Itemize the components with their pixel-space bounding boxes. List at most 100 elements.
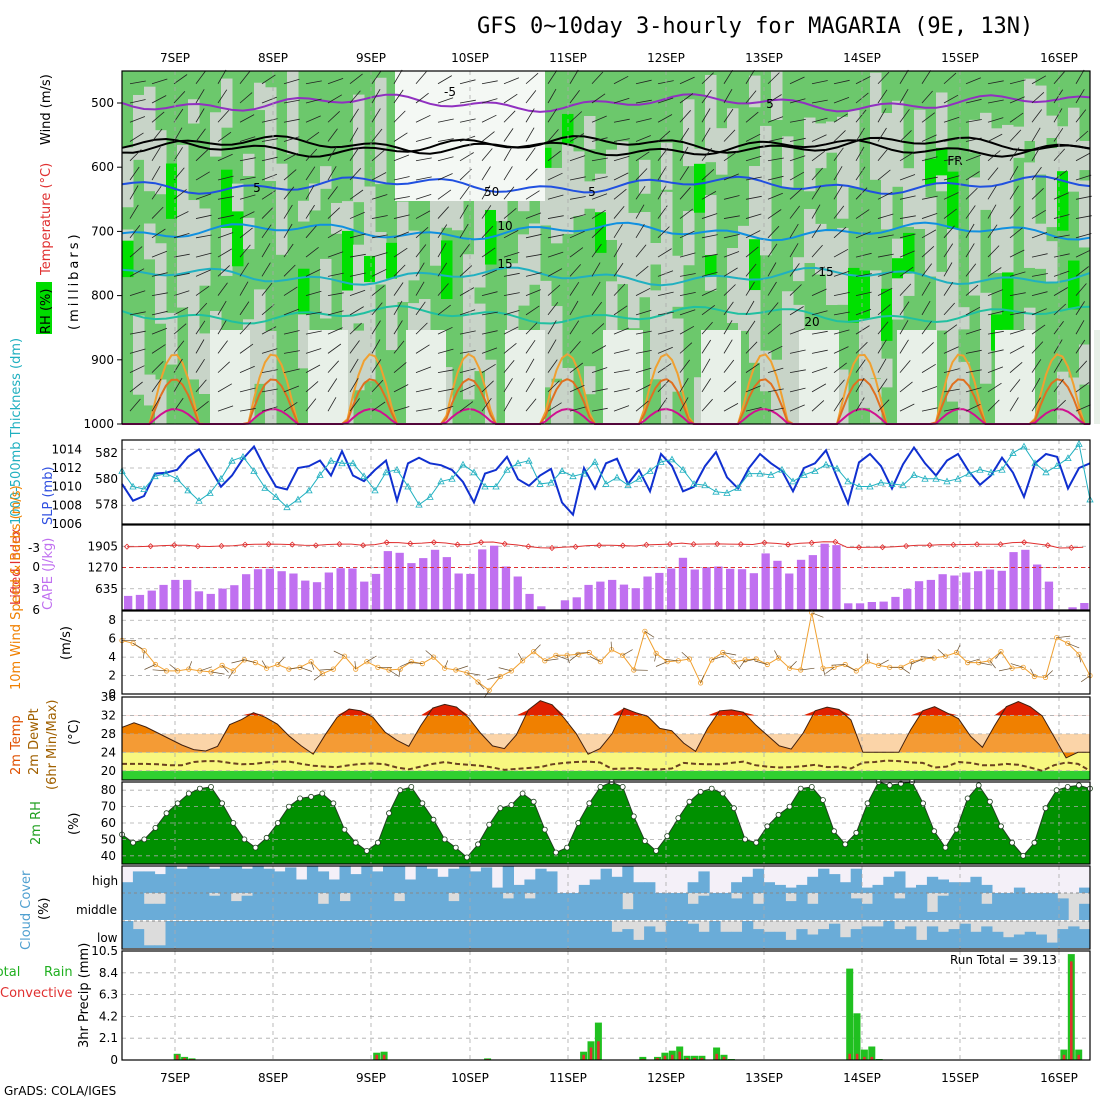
wind-barb (261, 348, 278, 354)
wind-barb (591, 345, 607, 354)
cloud-cell (122, 921, 134, 948)
wind-barb (855, 359, 866, 373)
wind-barb (437, 304, 451, 316)
wind-barb (987, 150, 1001, 162)
wind-speed-point (1076, 651, 1082, 657)
rh-dry-cell (485, 359, 497, 424)
cape-bar (525, 593, 534, 610)
wind-barb (1009, 227, 1023, 239)
wind-barb (987, 245, 1000, 258)
precip-tick-label: 4.2 (99, 1009, 118, 1023)
rh-point (619, 784, 626, 790)
wind-barb (544, 658, 559, 662)
cape-bar (194, 591, 204, 610)
wind-speed-point (764, 661, 770, 668)
wind-speed-point (130, 640, 136, 646)
wind-barb (877, 213, 894, 219)
cloud-cell (611, 931, 623, 948)
wind-speed-point (442, 665, 448, 671)
wind-barb (635, 330, 652, 335)
thickness-point (723, 489, 731, 496)
wind-barb (613, 155, 630, 162)
cloud-cell (491, 893, 504, 920)
wind-speed-point (1009, 665, 1015, 671)
wind-speed-point (942, 653, 949, 659)
wind-barb (767, 225, 780, 239)
wind-barb (987, 80, 1004, 85)
wind-barb (503, 186, 515, 200)
wind-barb (129, 204, 139, 219)
wind-barb (855, 291, 872, 296)
wind-barb (261, 304, 275, 316)
thickness-point (899, 481, 907, 489)
rh-dry-cell (1046, 241, 1058, 283)
wind-barb (129, 80, 146, 85)
cloud-cell (752, 929, 765, 948)
wind-speed-point (709, 657, 715, 663)
cloud-cell (926, 876, 939, 893)
wind-barb (987, 185, 997, 200)
wind-barb (833, 362, 847, 373)
thickness-point (613, 473, 621, 481)
wind-barb (239, 408, 256, 412)
isotherm-line (121, 93, 1091, 113)
rh-point (975, 782, 982, 789)
cloud-cell (796, 893, 808, 920)
lifted-index-point (336, 540, 343, 548)
wind-barb (459, 79, 476, 85)
wind-barb (305, 225, 317, 239)
cloud-cell (437, 893, 449, 920)
cloud-panel (121, 865, 1091, 950)
wind-speed-point (575, 651, 581, 657)
rh-dry-cell (1035, 225, 1047, 267)
rh-point (553, 849, 559, 856)
wind-barb (151, 146, 161, 161)
wind-barb (415, 210, 431, 219)
temp-hot-area (122, 700, 1090, 716)
precip-total-bar (846, 968, 854, 1060)
wind-speed-point (875, 662, 882, 669)
wind-barb (151, 78, 168, 85)
cloud-cell (209, 868, 221, 893)
cloud-cell (1035, 893, 1047, 920)
wind-barb (911, 658, 924, 665)
cape-bar (336, 568, 345, 610)
rh-point (1076, 782, 1082, 789)
wind-barb (349, 168, 362, 181)
rh-dry-cell (760, 350, 772, 392)
rh-dry-cell (804, 208, 816, 264)
wind-barb (283, 204, 293, 219)
rh-point (308, 793, 315, 800)
wind-barb (679, 93, 694, 104)
wind-barb (591, 301, 603, 316)
wind-barb (998, 667, 1013, 672)
precip-total-bar (713, 1047, 721, 1060)
rh-dry-cell (881, 112, 893, 144)
rh-dry-cell (298, 302, 310, 353)
wind-barb (503, 166, 513, 181)
wind-barb (503, 93, 518, 104)
wind-barb (437, 388, 454, 393)
cloud-cell (654, 893, 667, 920)
wind-barb (877, 71, 890, 85)
thickness-point (382, 468, 390, 476)
wind-barb (767, 94, 782, 104)
cape-bar (183, 579, 192, 610)
cape-bar (442, 557, 451, 610)
cloud-cell (926, 926, 939, 948)
rh-moist-cell (441, 240, 453, 300)
cape-bar (985, 569, 995, 610)
wind-barb (921, 213, 938, 219)
wind-barb (327, 378, 338, 393)
rh-point (230, 820, 237, 826)
wind-barb (415, 301, 426, 316)
top-date-label: 11SEP (549, 51, 587, 65)
wind-barb (173, 272, 190, 277)
cape-bar (749, 573, 758, 610)
rh-dry-cell (595, 173, 607, 203)
wind-barb (855, 325, 870, 335)
wind-unit-label: (m/s) (59, 626, 74, 660)
thickness-point (272, 493, 280, 500)
wind-barb (1075, 69, 1085, 84)
